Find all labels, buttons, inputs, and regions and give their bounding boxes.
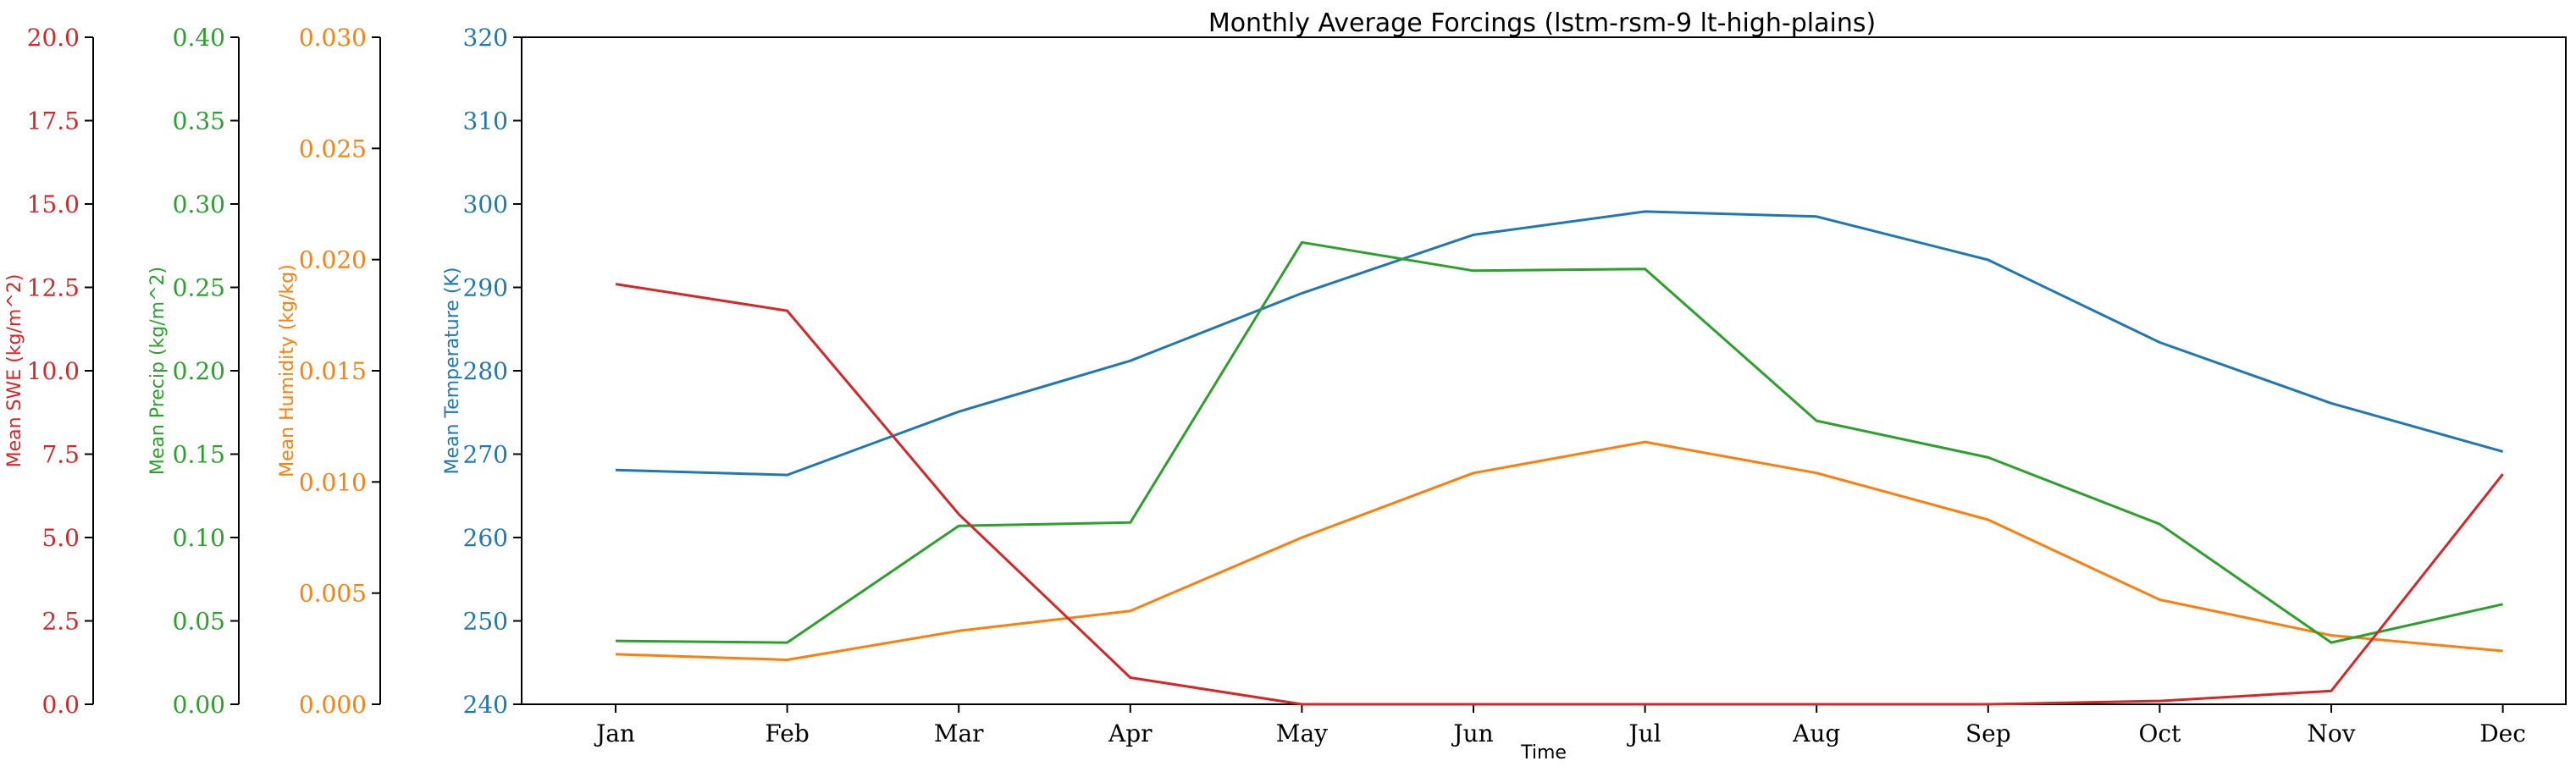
x-axis-label: Time <box>1520 742 1567 764</box>
temp-axis-tick-label: 250 <box>463 608 508 636</box>
humidity-axis-tick-label: 0.000 <box>299 691 367 719</box>
precip-axis-tick-label: 0.05 <box>173 608 225 636</box>
x-axis-tick-label: Sep <box>1965 720 2011 747</box>
plot-frame <box>521 36 2567 705</box>
humidity-axis-tick-label: 0.010 <box>299 468 367 496</box>
swe-axis-tick-label: 12.5 <box>27 274 80 302</box>
temp-axis-tick-label: 260 <box>463 524 508 552</box>
x-axis-tick-label: Jan <box>594 720 635 747</box>
humidity-series-line <box>615 440 2503 661</box>
precip-axis-tick-label: 0.15 <box>173 441 225 469</box>
precip-axis-tick-label: 0.40 <box>173 24 225 52</box>
temp-axis-label: Mean Temperature (K) <box>442 267 463 475</box>
x-axis-tick-label: Aug <box>1792 720 1840 747</box>
humidity-axis-tick-label: 0.020 <box>299 246 367 274</box>
x-axis-tick-label: Jun <box>1451 720 1493 747</box>
precip-axis-tick-label: 0.30 <box>173 190 225 218</box>
humidity-axis-tick-label: 0.005 <box>299 580 367 608</box>
temp-axis-tick-label: 300 <box>463 190 508 218</box>
temp-axis-tick-label: 240 <box>463 691 508 719</box>
swe-axis-tick-label: 17.5 <box>27 108 80 135</box>
precip-axis-tick-label: 0.35 <box>173 108 225 135</box>
temp-axis-tick-label: 290 <box>463 274 508 302</box>
x-axis-tick-label: Oct <box>2138 720 2181 747</box>
x-axis-tick-label: Jul <box>1626 720 1661 747</box>
x-axis-tick-label: Apr <box>1108 720 1153 747</box>
humidity-axis-tick-label: 0.025 <box>299 135 367 163</box>
temp-series-line <box>615 210 2504 477</box>
precip-axis-tick-label: 0.20 <box>173 357 225 385</box>
swe-axis-label: Mean SWE (kg/m^2) <box>4 274 25 468</box>
humidity-axis-tick-label: 0.015 <box>299 357 367 385</box>
humidity-axis-label: Mean Humidity (kg/kg) <box>277 264 298 477</box>
temp-axis-tick-label: 310 <box>463 108 508 135</box>
x-axis-tick-label: Nov <box>2307 720 2355 747</box>
swe-axis-tick-label: 7.5 <box>41 441 80 469</box>
temp-axis-tick-label: 320 <box>463 24 508 52</box>
swe-axis-tick-label: 2.5 <box>41 608 80 636</box>
x-axis-tick-label: Mar <box>934 720 984 747</box>
chart-title: Monthly Average Forcings (lstm-rsm-9 lt-… <box>1208 8 1876 38</box>
x-axis-tick-label: Feb <box>765 720 809 747</box>
x-axis-tick-label: Dec <box>2479 720 2526 747</box>
temp-axis-tick-label: 270 <box>463 441 508 469</box>
swe-axis-tick-label: 5.0 <box>41 524 80 552</box>
swe-axis-tick-label: 0.0 <box>41 691 80 719</box>
precip-axis-tick-label: 0.10 <box>173 524 225 552</box>
swe-series-line <box>615 283 2504 706</box>
precip-series-line <box>615 240 2503 644</box>
temp-axis-tick-label: 280 <box>463 357 508 385</box>
swe-axis-tick-label: 10.0 <box>27 357 80 385</box>
x-axis-tick-label: May <box>1276 720 1328 747</box>
precip-axis-tick-label: 0.25 <box>173 274 225 302</box>
humidity-axis-tick-label: 0.030 <box>299 24 367 52</box>
precip-axis-label: Mean Precip (kg/m^2) <box>147 267 169 475</box>
swe-axis-tick-label: 20.0 <box>27 24 80 52</box>
swe-axis-tick-label: 15.0 <box>27 190 80 218</box>
precip-axis-tick-label: 0.00 <box>173 691 225 719</box>
